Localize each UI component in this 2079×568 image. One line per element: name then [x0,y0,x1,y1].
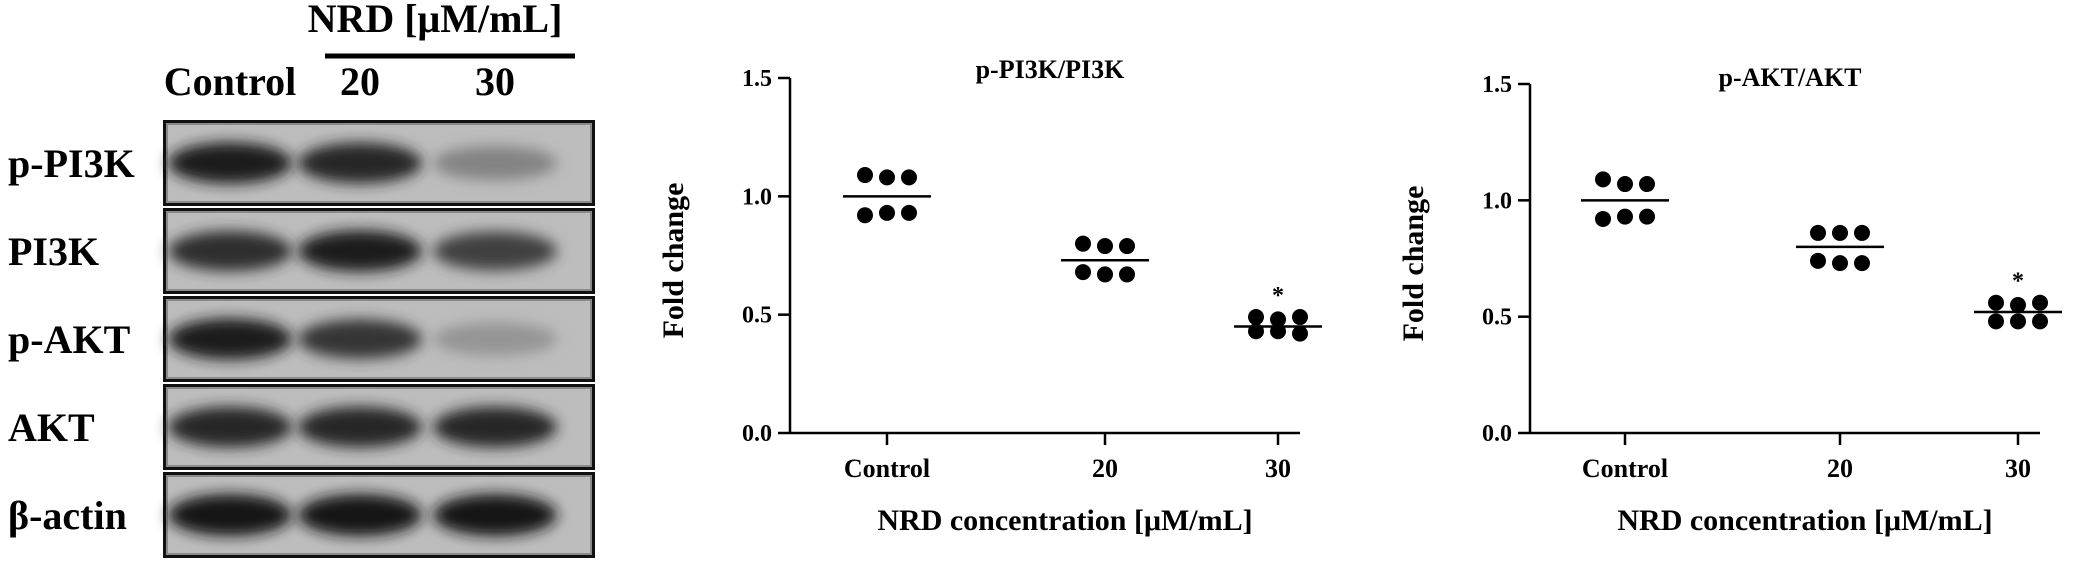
y-tick-label: 0.0 [742,421,772,447]
data-point [879,169,895,186]
lane-labels: Control 20 30 [164,59,515,104]
data-point [1292,309,1308,326]
data-point [1248,323,1264,340]
data-point [1270,311,1286,328]
blot-band [298,319,422,359]
data-point [1119,266,1135,283]
blot-row-label: AKT [8,405,95,450]
blot-row-label: β-actin [8,493,127,538]
data-point [1617,176,1633,193]
data-point [1832,224,1848,241]
data-point [1119,238,1135,255]
y-axis-title: Fold change [657,183,690,339]
blot-band [433,231,557,271]
x-tick-label: Control [1582,454,1668,483]
data-point [1097,266,1113,283]
blot-band [298,142,422,184]
data-point [1988,313,2004,330]
significance-marker: * [1272,283,1284,309]
data-point [879,204,895,221]
x-tick-label: 30 [1265,454,1291,483]
chart-title: p-AKT/AKT [1718,63,1861,92]
blot-band [298,494,422,536]
data-point [1639,176,1655,193]
western-blot-panel: NRD [μM/mL] Control 20 30 p-PI3K PI3K p-AKT A… [8,0,595,558]
x-tick-label: 30 [2005,454,2031,483]
data-point [1810,224,1826,241]
blot-band [168,230,292,272]
data-point [2010,313,2026,330]
blot-band [433,145,557,181]
data-point [1595,171,1611,188]
data-point [901,204,917,221]
x-tick-label: 20 [1092,454,1118,483]
blot-band [433,322,557,356]
blot-row: p-PI3K [8,120,595,206]
blot-band [298,230,422,272]
x-tick-label: 20 [1827,454,1853,483]
data-point [1292,325,1308,342]
blot-row: p-AKT [8,296,595,382]
lane-label: 30 [475,59,515,104]
significance-marker: * [2012,269,2024,295]
blot-row-label: PI3K [8,229,99,274]
x-axis-title: NRD concentration [μM/mL] [1617,504,1992,537]
y-axis-title: Fold change [1397,186,1430,342]
chart-p-pi3k-pi3k: p-PI3K/PI3K 0.0 0.5 1.0 1.5 Fold change Contro… [657,55,1322,537]
blot-strip-inner [166,299,592,379]
y-tick-label: 0.5 [742,303,772,329]
data-point [857,167,873,184]
blot-strip-inner [166,123,592,203]
data-point [1854,255,1870,272]
data-point [1595,210,1611,227]
data-point [1097,238,1113,255]
blot-band [168,318,292,360]
y-tick-label: 0.5 [1482,305,1512,331]
blot-band [168,494,292,536]
blot-band [168,406,292,448]
data-point [1270,323,1286,340]
x-axis-title: NRD concentration [μM/mL] [877,504,1252,537]
data-point [1832,255,1848,272]
data-point [1810,252,1826,269]
blot-row: β-actin [8,472,595,558]
chart-p-akt-akt: p-AKT/AKT 0.0 0.5 1.0 1.5 Fold change Control 2… [1397,63,2062,537]
treatment-header: NRD [μM/mL] [308,0,563,41]
y-tick-label: 1.0 [1482,188,1512,214]
y-tick-label: 0.0 [1482,421,1512,447]
data-point [2010,297,2026,314]
lane-label: Control [164,59,297,104]
data-point [1854,224,1870,241]
data-point [1639,208,1655,225]
data-point [2032,294,2048,311]
blot-band [433,494,557,536]
blot-strip-inner [166,387,592,467]
x-tick-label: Control [844,454,930,483]
data-point [1075,235,1091,252]
data-point [1248,309,1264,326]
blot-band [168,142,292,184]
blot-rows: p-PI3K PI3K p-AKT AKT β-actin [8,120,595,558]
y-tick-label: 1.0 [742,184,772,210]
data-point [1075,264,1091,281]
blot-row-label: p-AKT [8,317,131,362]
data-point [901,169,917,186]
y-tick-label: 1.5 [742,66,772,92]
y-tick-label: 1.5 [1482,72,1512,98]
data-point [857,207,873,224]
blot-band [298,406,422,448]
chart-title: p-PI3K/PI3K [976,55,1126,84]
blot-strip-inner [166,475,592,555]
blot-band [433,406,557,448]
data-point [1617,208,1633,225]
blot-row: AKT [8,384,595,470]
blot-row: PI3K [8,208,595,294]
lane-label: 20 [340,59,380,104]
blot-strip-inner [166,211,592,291]
data-point [2032,313,2048,330]
data-point [1988,294,2004,311]
blot-row-label: p-PI3K [8,141,135,186]
